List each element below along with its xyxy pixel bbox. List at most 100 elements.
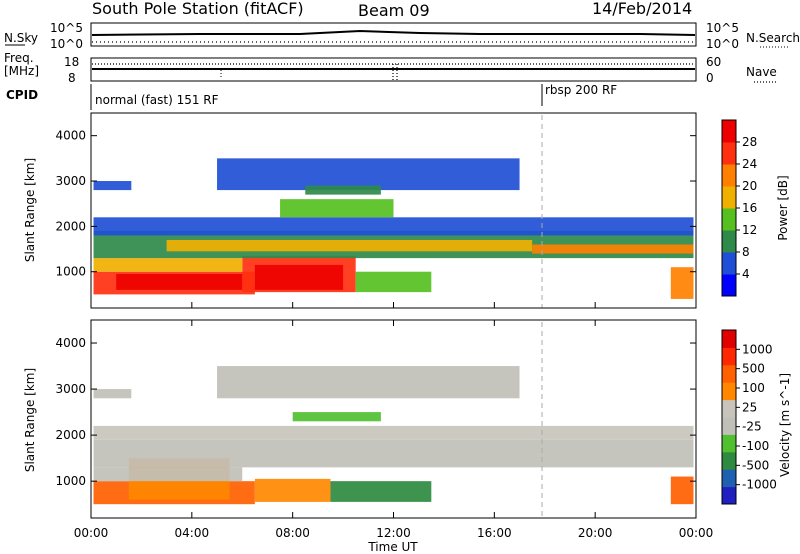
heatmap-band [330, 481, 432, 502]
colorbar-tick-label: 16 [742, 201, 757, 215]
colorbar-tick-label: 24 [742, 157, 757, 171]
heatmap-band [217, 366, 520, 399]
freq-tick-bottom: 8 [68, 71, 76, 85]
nsky-trace [91, 29, 696, 36]
colorbar-segment [722, 274, 736, 297]
colorbar-tick-label: 1000 [742, 342, 773, 356]
heatmap-band [254, 264, 344, 290]
x-tick-label: 16:00 [477, 526, 512, 540]
colorbar-tick-label: 25 [742, 400, 757, 414]
nave-label: Nave [746, 65, 777, 79]
colorbar-tick-label: 100 [742, 381, 765, 395]
y-tick-label: 4000 [55, 129, 86, 143]
heatmap-band [93, 467, 243, 482]
power-panel: 1000 2000 3000 4000 Slant Range [km] 28 24 20… [23, 112, 790, 309]
colorbar-tick-label: 12 [742, 223, 757, 237]
y-tick-label: 1000 [55, 265, 86, 279]
colorbar-tick-label: -1000 [742, 478, 777, 492]
velocity-panel: 1000 2000 3000 4000 Slant Range [km] 1000 50… [23, 319, 792, 519]
colorbar-segment [722, 451, 736, 470]
time-axis: 00:00 04:00 08:00 12:00 16:00 20:00 00:00 [74, 302, 714, 540]
heatmap-band [93, 217, 694, 236]
counts-tick-left-bottom: 10^0 [50, 37, 83, 51]
heatmap-band [166, 239, 533, 252]
beam-label: Beam 09 [358, 1, 430, 20]
colorbar-segment [722, 330, 736, 348]
nsky-label: N.Sky [4, 31, 38, 45]
colorbar-tick-label: 28 [742, 135, 757, 149]
freq-label-line1: Freq. [4, 51, 34, 65]
y-tick-label: 1000 [55, 474, 86, 488]
colorbar-tick-label: 4 [742, 267, 750, 281]
heatmap-band [217, 158, 520, 191]
colorbar-tick-label: 20 [742, 179, 757, 193]
x-tick-label: 12:00 [376, 526, 411, 540]
nave-tick-top: 60 [706, 55, 721, 69]
counts-panel: N.Sky N.Search 10^5 10^0 10^5 10^0 [4, 21, 800, 51]
station-title: South Pole Station (fitACF) [92, 0, 304, 18]
heatmap-band [532, 244, 694, 254]
y-tick-label: 2000 [55, 219, 86, 233]
colorbar-segment [722, 417, 736, 435]
colorbar-segment [722, 469, 736, 488]
heatmap-band [93, 389, 132, 399]
velocity-colorbar-label: Velocity [m s^-1] [778, 373, 792, 477]
heatmap-band [93, 181, 132, 191]
colorbar-segment [722, 382, 736, 401]
nsearch-label: N.Search [746, 31, 800, 45]
heatmap-band [254, 478, 331, 502]
counts-tick-right-bottom: 10^0 [706, 37, 739, 51]
date-label: 14/Feb/2014 [592, 0, 692, 18]
heatmap-band [305, 185, 381, 195]
x-tick-label: 04:00 [175, 526, 210, 540]
x-tick-label: 08:00 [275, 526, 310, 540]
counts-tick-right-top: 10^5 [706, 21, 739, 35]
colorbar-segment [722, 208, 736, 231]
colorbar-segment [722, 142, 736, 165]
cpid-label: CPID [6, 88, 38, 102]
colorbar-segment [722, 486, 736, 505]
y-tick-label: 3000 [55, 382, 86, 396]
counts-tick-left-top: 10^5 [50, 21, 83, 35]
heatmap-band [670, 267, 694, 299]
heatmap-band [355, 271, 432, 293]
colorbar-tick-label: -500 [742, 458, 769, 472]
freq-label-line2: [MHz] [4, 64, 39, 78]
colorbar-segment [722, 434, 736, 453]
y-tick-label: 4000 [55, 336, 86, 350]
colorbar-tick-label: -25 [742, 420, 762, 434]
colorbar-segment [722, 164, 736, 187]
colorbar-segment [722, 364, 736, 383]
x-tick-label: 00:00 [74, 526, 109, 540]
heatmap-band [670, 476, 694, 505]
y-tick-label: 3000 [55, 174, 86, 188]
colorbar-frame [721, 329, 737, 505]
cpid-segment-label: normal (fast) 151 RF [95, 93, 219, 107]
cpid-row: CPID normal (fast) 151 RF rbsp 200 RF [6, 83, 617, 110]
heatmap-band [93, 439, 694, 468]
heatmap-band [116, 273, 243, 290]
heatmap-band [93, 425, 694, 440]
colorbar-tick-label: 500 [742, 362, 765, 376]
velocity-ylabel: Slant Range [km] [23, 368, 37, 472]
colorbar-tick-label: 8 [742, 245, 750, 259]
colorbar-segment [722, 230, 736, 253]
freq-panel: Freq. [MHz] Nave 18 8 60 0 [4, 51, 777, 85]
colorbar-segment [722, 186, 736, 209]
y-tick-label: 2000 [55, 428, 86, 442]
freq-tick-top: 18 [64, 55, 79, 69]
power-colorbar-label: Power [dB] [776, 175, 790, 240]
colorbar-segment [722, 347, 736, 366]
heatmap-band [93, 258, 243, 272]
nave-tick-bottom: 0 [706, 71, 714, 85]
colorbar-segment [722, 252, 736, 275]
colorbar-tick-label: -100 [742, 439, 769, 453]
colorbar-segment [722, 399, 736, 418]
x-tick-label: 00:00 [679, 526, 714, 540]
colorbar-segment [722, 120, 736, 143]
cpid-segment-label: rbsp 200 RF [545, 83, 617, 97]
heatmap-band [280, 199, 394, 218]
x-axis-label: Time UT [367, 540, 418, 554]
power-ylabel: Slant Range [km] [23, 158, 37, 262]
